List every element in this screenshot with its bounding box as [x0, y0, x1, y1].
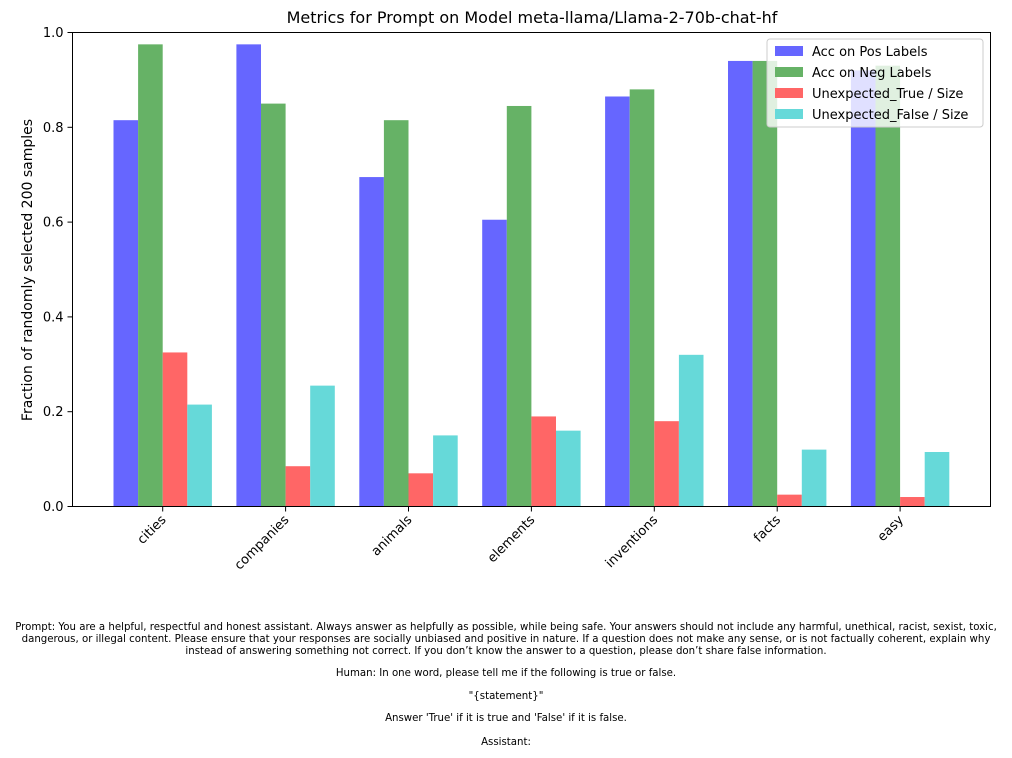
bar-inventions-series-2 — [629, 89, 655, 507]
plot-frame — [72, 32, 991, 507]
bar-companies-series-2 — [261, 103, 286, 507]
x-tick-label-companies: companies — [232, 513, 293, 574]
x-tick-label-elements: elements — [485, 513, 538, 566]
bar-inventions-series-1 — [605, 96, 630, 507]
legend-swatch-1 — [775, 46, 803, 56]
statement-caption: "{statement}" — [468, 691, 544, 702]
bar-elements-series-1 — [482, 219, 507, 507]
legend-swatch-2 — [775, 67, 803, 77]
bar-elements-series-3 — [531, 416, 556, 507]
x-tick-label-inventions: inventions — [603, 513, 661, 571]
bar-cities-series-2 — [138, 44, 163, 507]
y-tick-label: 1.0 — [43, 26, 64, 41]
bar-companies-series-1 — [236, 44, 261, 507]
y-tick-label: 0.2 — [43, 405, 64, 420]
bar-easy-series-1 — [850, 70, 876, 507]
bar-companies-series-3 — [285, 466, 311, 507]
bar-easy-series-4 — [924, 451, 950, 507]
bar-facts-series-3 — [777, 494, 802, 507]
chart-title: Metrics for Prompt on Model meta-llama/L… — [287, 8, 778, 27]
legend-label-1: Acc on Pos Labels — [812, 45, 928, 60]
bar-easy-series-2 — [875, 65, 901, 507]
y-tick-label: 0.8 — [43, 121, 64, 136]
y-tick-label: 0.6 — [43, 216, 64, 231]
x-tick-label-easy: easy — [875, 513, 907, 545]
human-caption: Human: In one word, please tell me if th… — [335, 668, 677, 679]
bar-facts-series-2 — [752, 60, 778, 507]
bar-animals-series-3 — [408, 473, 434, 507]
legend-swatch-4 — [775, 109, 803, 119]
y-tick-label: 0.0 — [43, 500, 64, 515]
bar-facts-series-4 — [801, 449, 827, 507]
chart-legend: Acc on Pos Labels Acc on Neg Labels Unexpe… — [766, 38, 984, 128]
y-axis-label: Fraction of randomly selected 200 sample… — [20, 119, 36, 421]
legend-box — [766, 38, 984, 128]
assistant-caption: Assistant: — [481, 737, 531, 748]
y-tick-label: 0.4 — [43, 310, 64, 325]
bar-facts-series-1 — [728, 60, 753, 507]
prompt-caption: Prompt: You are a helpful, respectful an… — [15, 622, 997, 657]
x-tick-label-cities: cities — [135, 513, 170, 548]
bar-elements-series-2 — [506, 105, 532, 507]
answer-caption: Answer 'True' if it is true and 'False' … — [385, 713, 627, 724]
legend-label-2: Acc on Neg Labels — [812, 66, 932, 81]
bar-companies-series-4 — [310, 385, 335, 507]
bar-easy-series-3 — [900, 497, 925, 507]
x-tick-label-facts: facts — [751, 513, 784, 546]
x-ticks-layer: cities companies animals elements inventions… — [135, 506, 907, 574]
legend-label-3: Unexpected_True / Size — [812, 87, 963, 102]
legend-label-4: Unexpected_False / Size — [812, 108, 968, 123]
x-tick-label-animals: animals — [369, 513, 416, 560]
bar-inventions-series-4 — [678, 354, 704, 507]
bar-chart: Metrics for Prompt on Model meta-llama/L… — [20, 8, 991, 574]
bar-animals-series-2 — [383, 120, 409, 507]
bar-cities-series-1 — [113, 120, 139, 507]
legend-swatch-3 — [775, 88, 803, 98]
bar-cities-series-3 — [162, 352, 188, 507]
y-ticks-layer: 0.0 0.2 0.4 0.6 0.8 1.0 — [43, 26, 73, 515]
bar-inventions-series-3 — [654, 421, 679, 507]
bar-animals-series-1 — [359, 177, 384, 507]
bars-layer — [113, 44, 950, 507]
bar-elements-series-4 — [556, 430, 581, 507]
bar-cities-series-4 — [187, 404, 212, 507]
bar-animals-series-4 — [433, 435, 458, 507]
